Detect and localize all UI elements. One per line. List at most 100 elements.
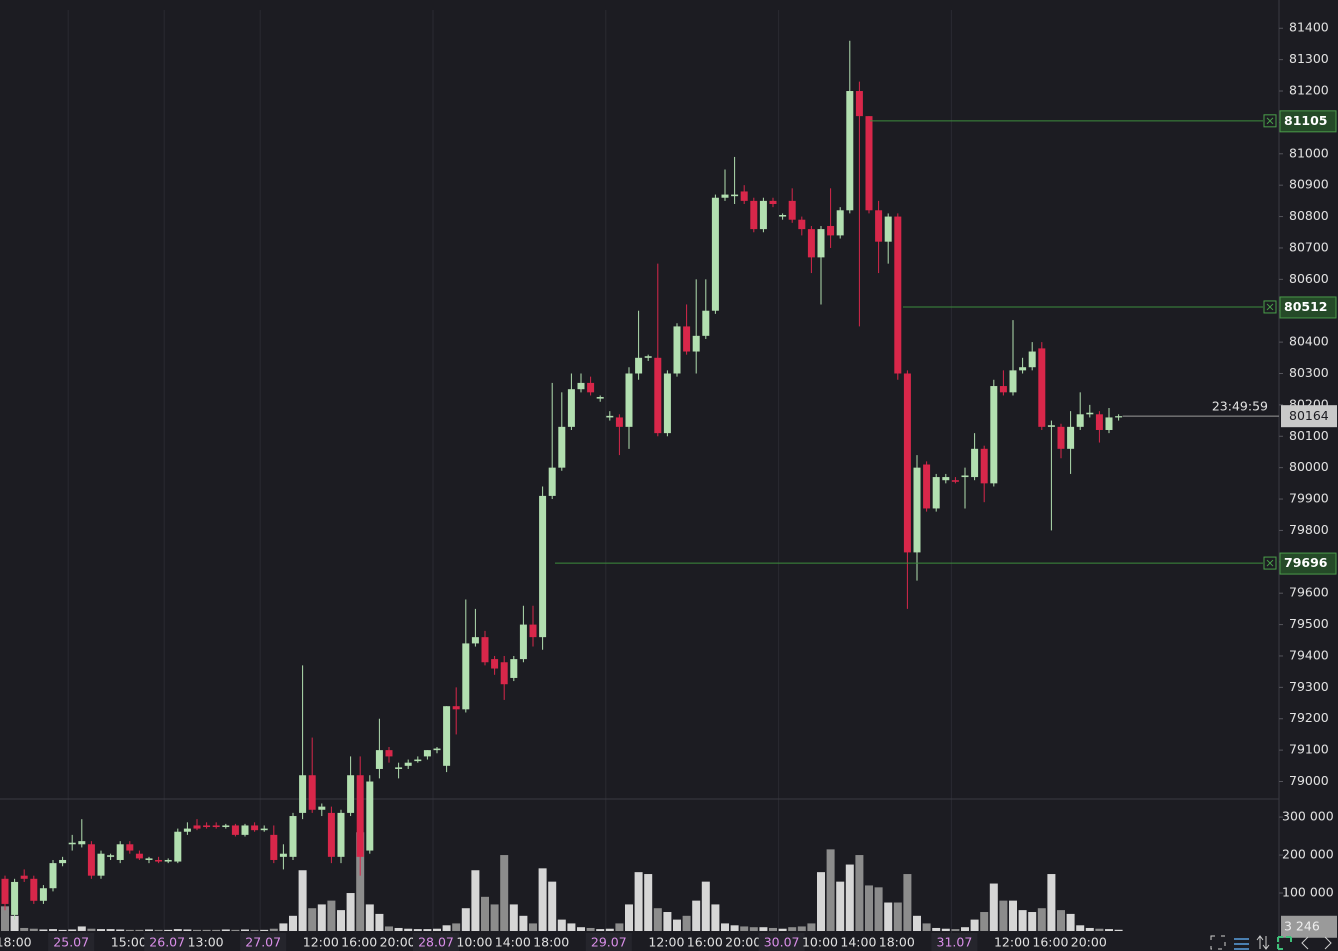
volume-bar xyxy=(452,923,461,931)
toolbar xyxy=(1210,935,1332,950)
volume-bar xyxy=(769,927,777,931)
volume-tick-label: 300 000 xyxy=(1282,809,1334,824)
candle-body xyxy=(356,775,364,857)
date-label: 27.07 xyxy=(245,935,281,950)
volume-bar xyxy=(874,887,883,931)
candle-body xyxy=(635,357,643,374)
candle-body xyxy=(135,853,143,859)
candle-body xyxy=(702,310,710,336)
volume-bar xyxy=(20,927,29,931)
date-label: 30.07 xyxy=(764,935,800,950)
scroll-right-button[interactable] xyxy=(1324,936,1332,950)
candle-body xyxy=(289,816,297,857)
candle-body xyxy=(807,229,815,258)
volume-bar xyxy=(1066,913,1075,931)
candle-body xyxy=(644,356,652,358)
volume-bar xyxy=(433,928,441,931)
candle-body xyxy=(212,825,220,828)
candle-body xyxy=(1105,417,1113,430)
time-label: 16:00 xyxy=(687,935,723,950)
candle-body xyxy=(366,781,374,851)
volume-bar xyxy=(1028,912,1037,931)
last-volume-box xyxy=(1281,915,1337,938)
y-tick-label: 79300 xyxy=(1289,679,1329,694)
volume-bar xyxy=(346,893,355,931)
volume-bar xyxy=(653,908,662,931)
last-volume-label: 3 246 xyxy=(1284,918,1320,933)
candle-body xyxy=(433,748,441,751)
settings-button[interactable] xyxy=(1234,938,1249,950)
candle-body xyxy=(174,831,182,862)
volume-bar xyxy=(58,929,67,931)
candle-body xyxy=(510,659,518,678)
level-label: 79696 xyxy=(1284,555,1328,570)
time-label: 10:00 xyxy=(802,935,838,950)
candle-body xyxy=(491,659,499,669)
scroll-left-button[interactable] xyxy=(1301,936,1309,950)
candle-body xyxy=(827,225,835,236)
fit-button[interactable] xyxy=(1277,936,1292,950)
volume-bar xyxy=(836,881,845,931)
time-label: 18:00 xyxy=(0,935,32,950)
candle-body xyxy=(692,335,700,352)
candle-body xyxy=(932,477,940,509)
volume-bar xyxy=(1114,929,1123,931)
candle-body xyxy=(404,762,412,766)
volume-bar xyxy=(644,874,653,931)
volume-bar xyxy=(634,872,643,931)
volume-bar xyxy=(730,925,739,931)
volume-bar xyxy=(231,929,240,931)
volume-bar xyxy=(740,926,749,931)
y-tick-label: 80700 xyxy=(1289,239,1329,254)
candle-body xyxy=(788,200,796,220)
volume-bar xyxy=(615,923,624,931)
y-tick-label: 80400 xyxy=(1289,334,1329,349)
y-tick-label: 79800 xyxy=(1289,522,1329,537)
volume-bar xyxy=(1047,874,1056,931)
candle-body xyxy=(740,191,748,201)
level-remove-icon xyxy=(1266,303,1274,311)
candle-body xyxy=(1076,414,1084,427)
volume-bar xyxy=(749,927,758,931)
time-label: 16:00 xyxy=(1032,935,1068,950)
volume-bar xyxy=(241,929,249,931)
volume-bar xyxy=(394,927,403,931)
candle-body xyxy=(846,91,854,211)
candle-body xyxy=(395,767,403,769)
overlays: 81105 80512 79696 80164 23:49:59 3 246 xyxy=(555,110,1337,938)
candle-body xyxy=(903,373,911,553)
volume-bar xyxy=(356,832,365,931)
candle-body xyxy=(155,859,163,862)
fullscreen-button[interactable] xyxy=(1210,935,1226,950)
scale-button[interactable] xyxy=(1256,935,1270,950)
volume-bar xyxy=(1037,908,1046,931)
countdown-timer: 23:49:59 xyxy=(1212,399,1268,414)
time-label: 12:00 xyxy=(648,935,684,950)
volume-bar xyxy=(1009,900,1017,931)
volume-bar xyxy=(557,919,566,931)
volume-bar xyxy=(317,904,326,931)
volume-bar xyxy=(154,929,163,931)
y-tick-label: 80000 xyxy=(1289,459,1329,474)
candle-body xyxy=(414,759,422,762)
candle-body xyxy=(875,210,883,242)
volume-bar xyxy=(385,926,393,931)
candle-body xyxy=(1,878,9,904)
y-tick-label: 81200 xyxy=(1289,83,1329,98)
candle-body xyxy=(558,426,566,468)
date-label-box xyxy=(240,933,287,951)
volume-pane xyxy=(1,832,1123,931)
candle-body xyxy=(471,637,479,644)
candle-body xyxy=(721,194,729,198)
volume-bar xyxy=(970,919,979,931)
volume-bar xyxy=(269,928,278,931)
candle-body xyxy=(183,828,191,832)
volume-bar xyxy=(903,874,912,931)
volume-tick-label: 200 000 xyxy=(1282,847,1334,862)
time-label: 20:00 xyxy=(725,935,761,950)
candle-body xyxy=(308,775,316,810)
date-label-box xyxy=(144,933,191,951)
candle-body xyxy=(452,706,460,710)
candle-body xyxy=(855,91,863,117)
